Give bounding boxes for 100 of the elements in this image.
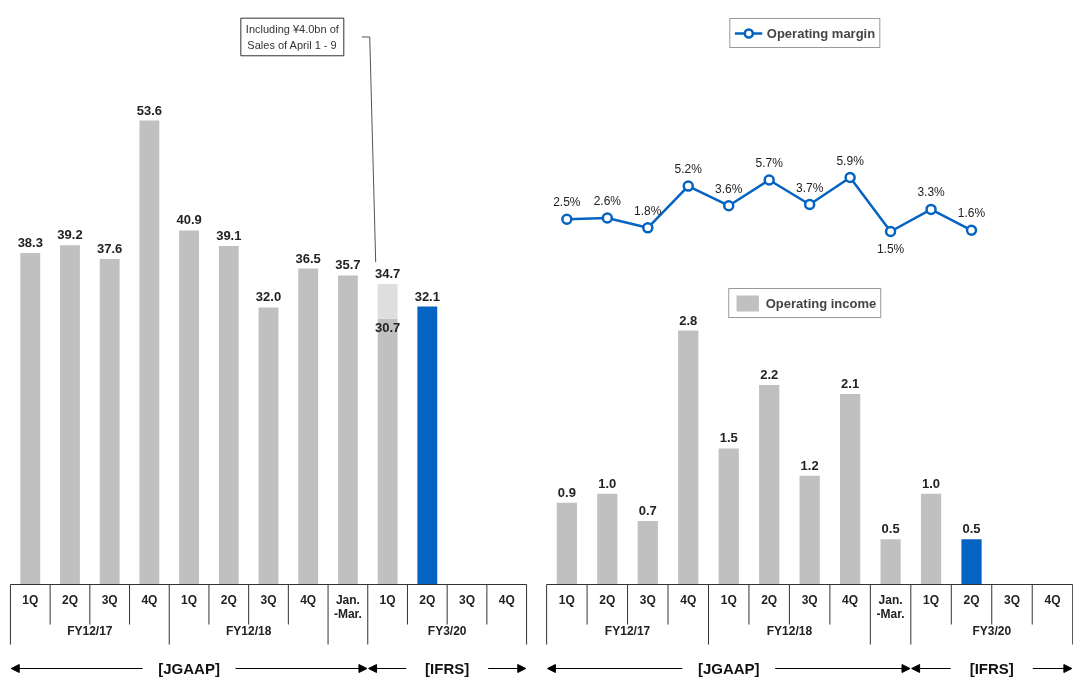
x-tick-label: 2Q bbox=[599, 592, 616, 607]
text: FY3/20 bbox=[427, 623, 467, 638]
data-label: 39.1 bbox=[216, 228, 242, 244]
data-label: 40.9 bbox=[176, 212, 202, 228]
x-tick-label: 1Q bbox=[558, 592, 575, 607]
bar bbox=[759, 384, 780, 585]
bar bbox=[139, 120, 160, 585]
data-label: 0.5 bbox=[881, 521, 900, 537]
x-tick-label: 4Q bbox=[1044, 592, 1061, 607]
x-tick-label: 1Q bbox=[379, 592, 396, 607]
x-tick-label: 1Q bbox=[181, 592, 198, 607]
point bbox=[561, 213, 573, 225]
point bbox=[682, 180, 694, 192]
point bbox=[601, 212, 614, 224]
data-label: 30.7 bbox=[374, 319, 401, 335]
bar bbox=[799, 475, 820, 585]
point bbox=[965, 224, 978, 237]
data-label: 36.5 bbox=[295, 250, 321, 266]
bar bbox=[840, 394, 861, 585]
point bbox=[884, 225, 897, 238]
bar bbox=[99, 259, 120, 585]
data-label: 53.6 bbox=[136, 102, 163, 118]
data-label: 0.5 bbox=[962, 521, 981, 537]
data-label: 32.0 bbox=[255, 289, 282, 305]
data-label: 0.7 bbox=[638, 503, 657, 518]
point bbox=[844, 171, 856, 184]
text: [JGAAP] bbox=[697, 660, 760, 677]
point bbox=[642, 222, 654, 234]
text: [JGAAP] bbox=[158, 660, 220, 677]
data-label: 1.0 bbox=[922, 475, 941, 491]
x-tick-label: 3Q bbox=[1003, 592, 1020, 607]
point bbox=[803, 198, 816, 211]
data-label: 5.7% bbox=[755, 155, 784, 170]
bar bbox=[556, 502, 577, 585]
text: FY12/17 bbox=[604, 623, 651, 638]
bar bbox=[417, 306, 438, 585]
x-tick-label: 2Q bbox=[61, 592, 78, 607]
x-tick-label: 2Q bbox=[963, 592, 980, 607]
x-tick-label: 3Q bbox=[260, 592, 277, 607]
x-tick-label: Jan.-Mar. bbox=[333, 592, 362, 621]
x-tick-label: 4Q bbox=[498, 592, 515, 607]
x-tick-label: 4Q bbox=[300, 592, 317, 607]
data-label: 32.1 bbox=[414, 288, 440, 304]
data-label: 5.9% bbox=[836, 153, 865, 168]
data-label: 1.2 bbox=[800, 457, 819, 473]
point bbox=[925, 203, 937, 216]
bar bbox=[377, 284, 398, 319]
x-tick-label: 1Q bbox=[923, 592, 940, 607]
x-tick-label: 3Q bbox=[801, 592, 818, 607]
data-label: 3.3% bbox=[917, 185, 946, 200]
bar bbox=[337, 275, 358, 585]
x-tick-label: 1Q bbox=[720, 592, 737, 607]
x-tick-label: 3Q bbox=[459, 592, 476, 607]
bar bbox=[60, 245, 80, 585]
text: [IFRS] bbox=[425, 660, 470, 677]
data-label: 39.2 bbox=[57, 227, 83, 243]
x-tick-label: 2Q bbox=[419, 592, 436, 607]
data-label: 2.5% bbox=[553, 195, 581, 210]
bar bbox=[218, 246, 239, 585]
data-label: 1.5% bbox=[876, 241, 905, 256]
data-label: 2.1 bbox=[841, 376, 860, 391]
x-tick-label: 1Q bbox=[22, 592, 39, 607]
bar bbox=[597, 493, 618, 585]
x-tick-label: 3Q bbox=[101, 592, 118, 607]
data-label: 2.6% bbox=[593, 194, 622, 208]
bar bbox=[920, 493, 942, 585]
point bbox=[722, 199, 735, 212]
data-label: 1.5 bbox=[719, 430, 738, 446]
text: FY12/18 bbox=[766, 623, 813, 638]
x-tick-label: 4Q bbox=[680, 592, 697, 607]
x-tick-label: 3Q bbox=[639, 592, 656, 607]
x-tick-label: 2Q bbox=[220, 592, 237, 607]
x-tick-label: 4Q bbox=[842, 592, 859, 607]
text: Including ¥4.0bn of Sales of April 1 - 9 bbox=[245, 23, 340, 51]
text: FY3/20 bbox=[972, 623, 1012, 638]
data-label: 2.2 bbox=[760, 366, 779, 382]
bar bbox=[377, 318, 398, 585]
bar bbox=[637, 521, 658, 585]
bar bbox=[179, 230, 200, 585]
total-label: 34.7 bbox=[374, 266, 401, 282]
bar bbox=[678, 330, 699, 585]
data-label: 2.8 bbox=[679, 312, 698, 328]
point bbox=[763, 174, 775, 186]
x-tick-label: 2Q bbox=[761, 592, 778, 607]
legend-label: Operating margin bbox=[766, 25, 876, 41]
x-tick-label: 4Q bbox=[141, 592, 158, 607]
x-tick-label: Jan.-Mar. bbox=[876, 592, 905, 621]
bar bbox=[961, 539, 982, 585]
bar bbox=[20, 252, 41, 585]
data-label: 38.3 bbox=[17, 234, 43, 250]
data-label: 0.9 bbox=[557, 484, 576, 500]
data-label: 37.6 bbox=[97, 241, 123, 257]
data-label: 3.7% bbox=[795, 180, 824, 195]
bar bbox=[258, 307, 279, 585]
bar bbox=[880, 539, 901, 585]
data-label: 1.6% bbox=[957, 206, 986, 221]
legend-label: Operating income bbox=[765, 295, 877, 311]
text: FY12/18 bbox=[225, 623, 272, 638]
data-label: 35.7 bbox=[335, 257, 361, 273]
text: FY12/17 bbox=[67, 623, 113, 638]
